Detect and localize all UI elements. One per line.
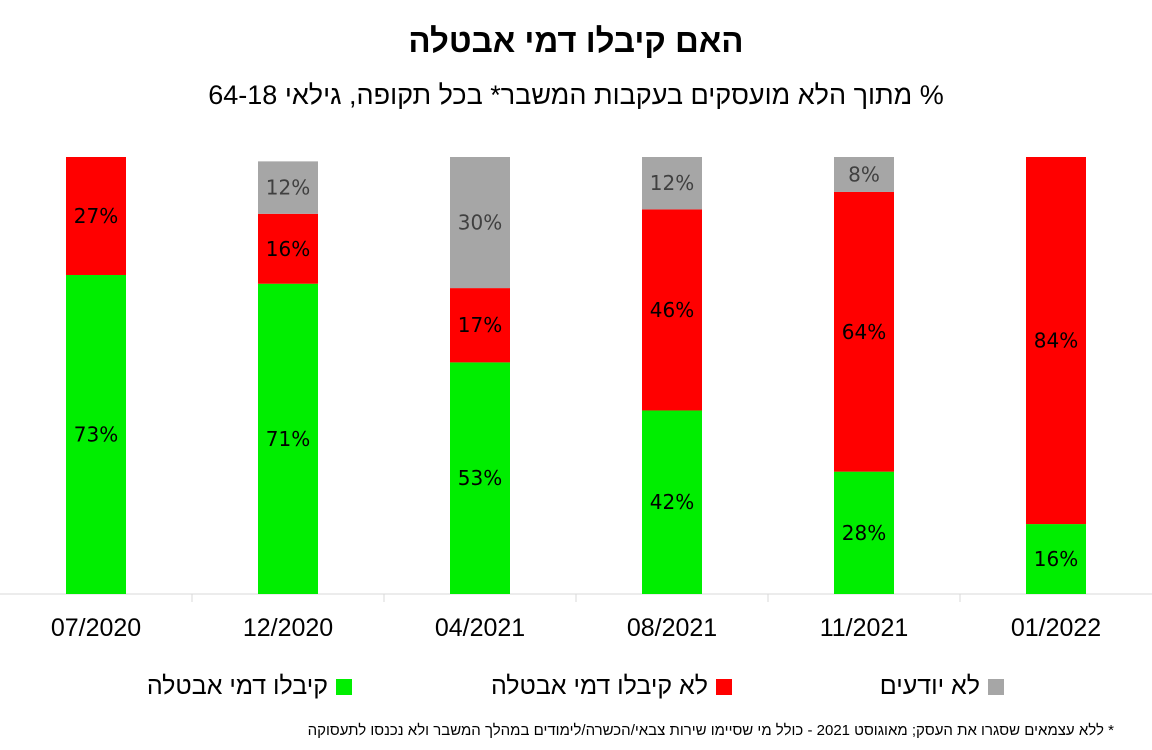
data-label-received-04-2021: 53% [458,466,502,490]
legend-swatch-not-received [716,678,732,695]
data-label-not-received-01-2022: 84% [1034,329,1078,353]
data-label-received-08-2021: 42% [650,490,694,514]
chart-title: האם קיבלו דמי אבטלה [408,22,744,59]
bar-segment-received-07-2020 [66,274,126,594]
bar-segment-not-received-07-2020 [66,157,126,275]
data-label-not-received-07-2020: 27% [74,204,118,228]
data-label-not-received-08-2021: 46% [650,298,694,322]
legend-label-received: קיבלו דמי אבטלה [146,672,328,700]
data-label-dont-know-04-2021: 30% [458,211,502,235]
legend-label-dont-know: לא יודעים [879,672,980,700]
bar-segment-not-received-08-2021 [642,209,702,411]
bar-segment-dont-know-11-2021 [834,157,894,192]
data-label-received-12-2020: 71% [266,427,310,451]
bar-segment-not-received-01-2022 [1026,157,1086,525]
bar-segment-dont-know-08-2021 [642,157,702,210]
bar-segment-dont-know-04-2021 [450,157,510,289]
legend-swatch-dont-know [988,678,1004,695]
data-label-received-07-2020: 73% [74,422,118,446]
footnote: * ללא עצמאים שסגרו את העסק; מאוגוסט 2021… [307,722,1114,739]
x-tick-label-08-2021: 08/2021 [627,614,717,642]
x-tick-label-04-2021: 04/2021 [435,614,525,642]
data-label-not-received-12-2020: 16% [266,237,310,261]
x-tick-label-01-2022: 01/2022 [1011,614,1101,642]
x-tick-label-11-2021: 11/2021 [820,614,909,642]
bar-segment-dont-know-12-2020 [258,161,318,214]
legend-label-not-received: לא קיבלו דמי אבטלה [490,672,708,700]
stacked-bar-chart: 73% 27% 07/2020 71% 16% 12% 12/2020 53% 17% 30% 04… [0,157,1152,642]
bar-segment-not-received-04-2021 [450,288,510,363]
data-label-not-received-11-2021: 64% [842,320,886,344]
bar-segment-received-01-2022 [1026,524,1086,594]
bar-segment-not-received-12-2020 [258,213,318,284]
chart-subtitle: % מתוך הלא מועסקים בעקבות המשבר* בכל תקו… [208,80,944,110]
data-label-received-11-2021: 28% [842,521,886,545]
bar-segment-not-received-11-2021 [834,191,894,472]
legend-item-received: קיבלו דמי אבטלה [147,672,352,701]
x-tick-label-07-2020: 07/2020 [51,614,141,642]
legend-item-not-received: לא קיבלו דמי אבטלה [491,672,732,701]
data-label-dont-know-12-2020: 12% [266,176,310,200]
x-tick-label-12-2020: 12/2020 [243,614,333,642]
legend-item-dont-know: לא יודעים [880,672,1004,701]
legend-swatch-received [336,678,352,695]
data-label-received-01-2022: 16% [1034,547,1078,571]
data-label-not-received-04-2021: 17% [458,313,502,337]
data-label-dont-know-08-2021: 12% [650,171,694,195]
bar-segment-received-04-2021 [450,362,510,594]
bar-segment-received-12-2020 [258,283,318,594]
data-label-dont-know-11-2021: 8% [848,162,880,186]
bar-segment-received-11-2021 [834,471,894,594]
legend: קיבלו דמי אבטלה לא קיבלו דמי אבטלה לא יו… [0,672,1152,706]
bar-segment-received-08-2021 [642,410,702,594]
